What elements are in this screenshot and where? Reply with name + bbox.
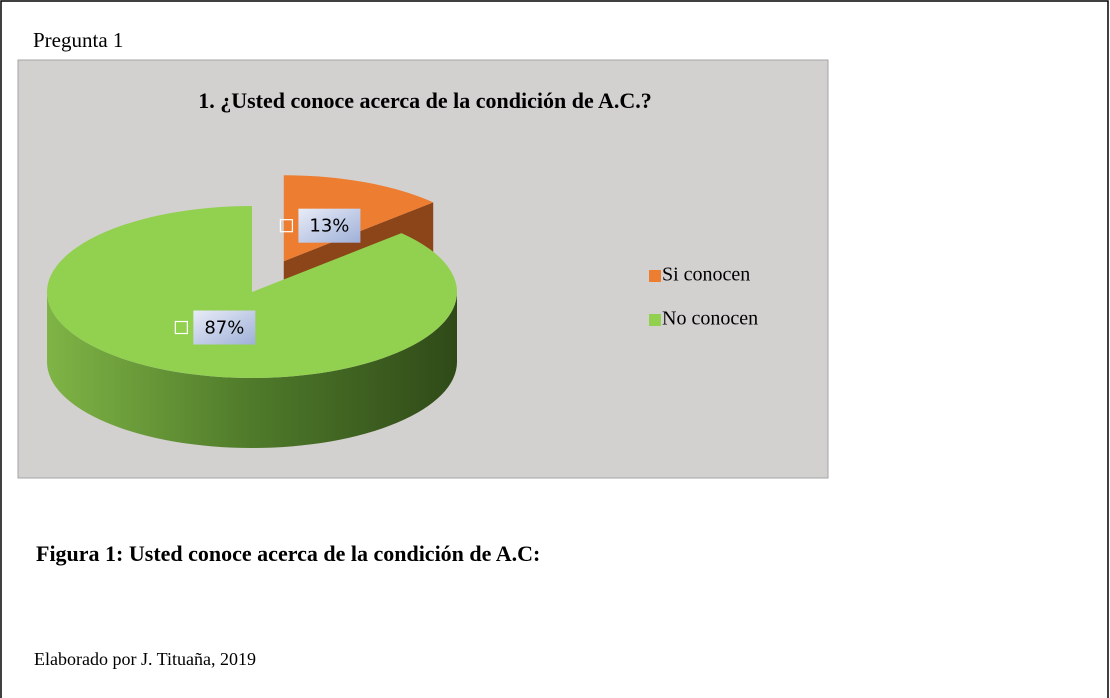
legend-label: Si conocen <box>662 264 750 286</box>
header-title: Pregunta 1 <box>33 28 123 52</box>
label-box <box>298 208 361 243</box>
label-key <box>279 219 294 233</box>
source: Elaborado por J. Tituaña, 2019 <box>34 649 256 669</box>
legend-key <box>649 270 661 282</box>
caption: Figura 1: Usted conoce acerca de la cond… <box>36 541 540 566</box>
pie: 13% 87% <box>46 175 457 448</box>
data-label: 87% <box>204 318 244 339</box>
slice-side <box>47 292 457 448</box>
legend-label: No conocen <box>662 308 758 330</box>
chart-title: 1. ¿Usted conoce acerca de la condición … <box>198 88 652 113</box>
legend-key <box>649 314 661 326</box>
data-label: 13% <box>309 216 349 237</box>
label-box <box>193 310 256 345</box>
slice <box>46 206 457 378</box>
label-key <box>174 320 188 335</box>
